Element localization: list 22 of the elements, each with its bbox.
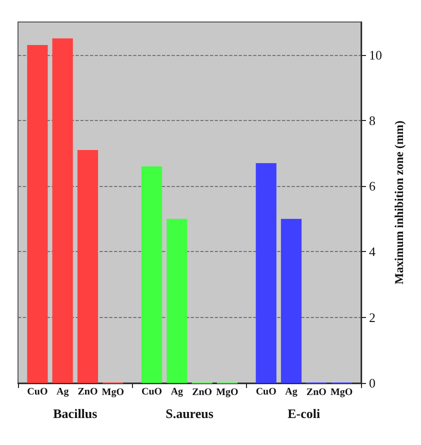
text: ZnO xyxy=(78,386,98,398)
x-tick-label: E-coli xyxy=(288,406,320,421)
series-label: MgO xyxy=(102,387,124,398)
x-tick-label: S.aureus xyxy=(166,406,214,421)
text: CuO xyxy=(142,386,162,398)
y-tick-label: 4 xyxy=(369,244,376,260)
series-label: CuO xyxy=(256,386,277,398)
text: MgO xyxy=(216,387,238,398)
y-tick-label: 6 xyxy=(369,178,376,194)
series-label: Ag xyxy=(56,386,69,398)
y-tick-label: 2 xyxy=(369,310,376,325)
text: Ag xyxy=(170,386,184,398)
text: CuO xyxy=(27,386,48,398)
y-tick-label: 0 xyxy=(369,376,376,390)
y-tick-label: 10 xyxy=(369,47,382,62)
x-tick-label: Bacillus xyxy=(53,406,98,421)
y-tick-label: 8 xyxy=(369,112,376,128)
series-label: ZnO xyxy=(192,387,212,398)
text: ZnO xyxy=(306,387,326,398)
text: Ag xyxy=(285,386,298,398)
y-axis-title: Maximum inhibition zone (mm) xyxy=(392,120,406,284)
text: MgO xyxy=(330,387,353,398)
